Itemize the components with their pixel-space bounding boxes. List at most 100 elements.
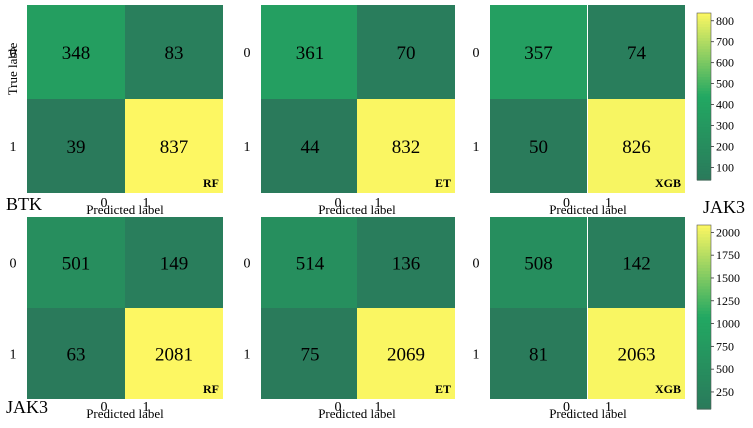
y-tick-label: 0 [10,46,17,61]
matrix-cell [357,308,455,399]
cell-value-label: 142 [622,254,651,275]
matrix-cell [125,99,223,193]
x-axis-label: Predicted label [549,202,627,217]
y-tick-label: 0 [244,257,251,272]
colorbar-segment [697,85,711,89]
colorbar-segment [697,77,711,81]
colorbar-frame [696,224,712,410]
cell-value-label: 2063 [618,345,656,366]
model-tag: XGB [655,382,681,396]
colorbar-segment [697,274,711,278]
colorbar-segment [697,369,711,373]
colorbar-segment [697,99,711,103]
cell-value-label: 63 [67,345,86,366]
colorbar-segment [697,405,711,410]
colorbar-segment [697,26,711,31]
colorbar-segment [697,310,711,315]
colorbar-segment [697,60,711,64]
colorbar-segment [697,372,711,376]
colorbar-segment [697,154,711,159]
y-tick-label: 1 [244,140,251,155]
colorbar-segment [697,177,711,181]
colorbar-label-jak3: JAK3 [703,197,746,217]
colorbar-segment [697,234,711,238]
x-axis-label: Predicted label [86,202,164,217]
matrix-cell [588,217,685,308]
colorbar-segment [697,171,711,176]
colorbar-segment [697,135,711,139]
colorbar-segment [697,79,711,84]
colorbar-segment [697,160,711,164]
x-tick-label: 1 [143,196,150,211]
colorbar-segment [697,124,711,128]
colorbar-segment [697,264,711,269]
y-tick-label: 1 [473,348,480,363]
y-tick-label: 1 [10,348,17,363]
cell-value-label: 348 [62,43,91,64]
cell-value-label: 2081 [155,345,193,366]
colorbar-frame [696,12,712,181]
colorbar-segment [697,332,711,336]
colorbar-segment [697,246,711,251]
colorbar-segment [697,132,711,137]
matrix-cell [261,99,359,193]
y-tick-label: 0 [473,46,480,61]
colorbar-segment [697,295,711,300]
colorbar-segment [697,375,711,379]
model-tag: ET [435,382,451,396]
colorbar-segment [697,141,711,145]
x-tick-label: 1 [375,400,382,415]
cell-value-label: 70 [397,43,416,64]
colorbar-segment [697,225,711,229]
colorbar-segment [697,359,711,364]
matrix-cell [490,217,587,308]
cell-value-label: 149 [160,254,189,275]
colorbar-segment [697,110,711,114]
cell-value-label: 50 [529,137,548,158]
colorbar-segment [697,149,711,153]
colorbar-tick-label: 800 [716,14,734,28]
colorbar-segment [697,317,711,321]
colorbar-segment [697,320,711,324]
matrix-cell [125,308,223,399]
colorbar-segment [697,356,711,361]
colorbar-segment [697,258,711,263]
matrix-cell [125,217,223,308]
matrix-cell [490,5,587,99]
matrix-cell [27,5,125,99]
colorbar-segment [697,74,711,78]
x-tick-label: 1 [375,196,382,211]
x-tick-label: 1 [605,196,612,211]
colorbar-segment [697,90,711,95]
model-tag: XGB [655,176,681,190]
colorbar-tick-label: 400 [716,98,734,112]
colorbar-segment [697,93,711,98]
x-tick-label: 1 [143,400,150,415]
matrix-cell [490,308,587,399]
cell-value-label: 357 [524,43,553,64]
colorbar-segment [697,127,711,131]
colorbar-segment [697,143,711,148]
colorbar-segment [697,152,711,156]
colorbar-segment [697,115,711,120]
matrix-cell [490,99,587,193]
colorbar-segment [697,240,711,244]
colorbar-segment [697,277,711,281]
colorbar-segment [697,24,711,28]
colorbar-tick-label: 100 [716,160,734,174]
colorbar-segment [697,168,711,173]
model-tag: ET [435,176,451,190]
colorbar-segment [697,82,711,86]
cell-value-label: 136 [392,254,421,275]
y-tick-label: 1 [473,140,480,155]
colorbar-segment [697,35,711,39]
colorbar-segment [697,298,711,303]
colorbar-tick-label: 1000 [716,317,740,331]
y-tick-label: 1 [244,348,251,363]
cell-value-label: 514 [296,254,325,275]
colorbar-segment [697,292,711,297]
colorbar-segment [697,301,711,306]
colorbar-tick-label: 600 [716,56,734,70]
colorbar-segment [697,32,711,36]
